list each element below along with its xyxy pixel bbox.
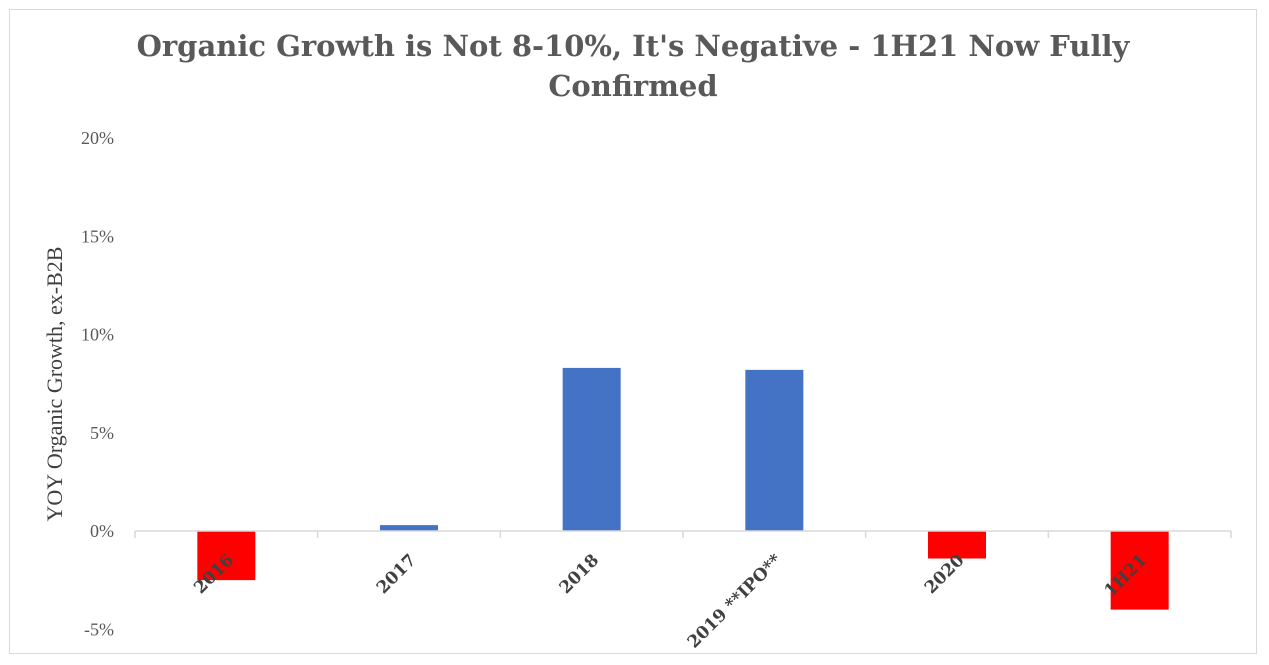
chart-title: Organic Growth is Not 8-10%, It's Negati… bbox=[0, 26, 1266, 106]
y-tick-label: 10% bbox=[81, 325, 114, 345]
bar-2016 bbox=[197, 531, 256, 581]
bar-2017 bbox=[380, 525, 438, 531]
bar-2018 bbox=[562, 367, 621, 531]
y-tick-label: 0% bbox=[90, 521, 114, 541]
category-label: 2019 **IPO** bbox=[684, 550, 786, 652]
chart-title-line-2: Confirmed bbox=[548, 69, 718, 103]
category-label: 2018 bbox=[556, 550, 604, 598]
y-axis-ticks: -5% 0% 5% 10% 15% 20% bbox=[81, 128, 114, 639]
y-axis-label: YOY Organic Growth, ex-B2B bbox=[42, 247, 67, 522]
y-tick-label: 15% bbox=[81, 226, 114, 246]
bar-1h21 bbox=[1110, 531, 1169, 610]
bar-2020 bbox=[928, 531, 986, 559]
bars bbox=[197, 367, 1169, 610]
x-axis-tick-marks bbox=[134, 531, 1232, 538]
chart-title-line-1: Organic Growth is Not 8-10%, It's Negati… bbox=[136, 29, 1130, 63]
y-tick-label: 5% bbox=[90, 423, 114, 443]
category-labels: 2016 2017 2018 2019 **IPO** 2020 1H21 bbox=[190, 550, 1151, 652]
y-tick-label: 20% bbox=[81, 128, 114, 148]
bar-2019-ipo bbox=[745, 369, 804, 531]
y-tick-label: -5% bbox=[84, 619, 114, 639]
category-label: 2017 bbox=[373, 550, 421, 598]
